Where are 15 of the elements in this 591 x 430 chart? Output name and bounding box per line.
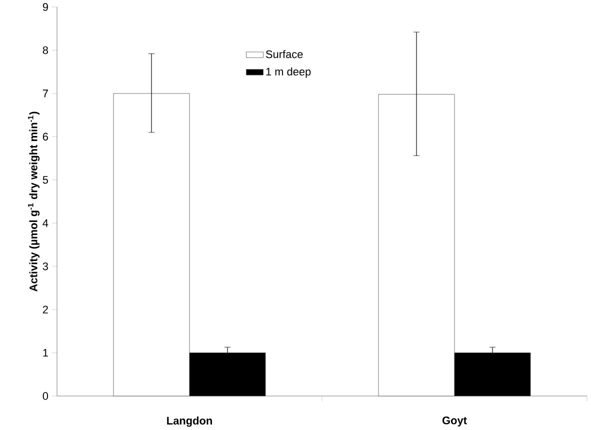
y-tick-label: 8 — [42, 46, 48, 54]
y-tick-label: 7 — [42, 90, 48, 98]
x-tick-label: Langdon — [167, 416, 212, 427]
y-tick-label: 2 — [42, 306, 48, 314]
y-tick-label: 6 — [42, 132, 48, 141]
y-tick-label: 5 — [42, 176, 48, 184]
y-tick-label: 1 — [43, 349, 48, 357]
legend-label: 1 m deep — [266, 68, 311, 78]
x-tick-label: Goyt — [442, 416, 467, 426]
y-axis-title: Activity (µmol g$^{-1}$ dry weight min$^{-1}$) — [28, 112, 40, 292]
legend-label: Surface — [266, 50, 303, 58]
y-tick-label: 0 — [42, 392, 48, 400]
y-tick-label: 9 — [42, 3, 48, 11]
y-tick-label: 4 — [42, 219, 48, 227]
y-tick-label: 3 — [42, 262, 48, 270]
